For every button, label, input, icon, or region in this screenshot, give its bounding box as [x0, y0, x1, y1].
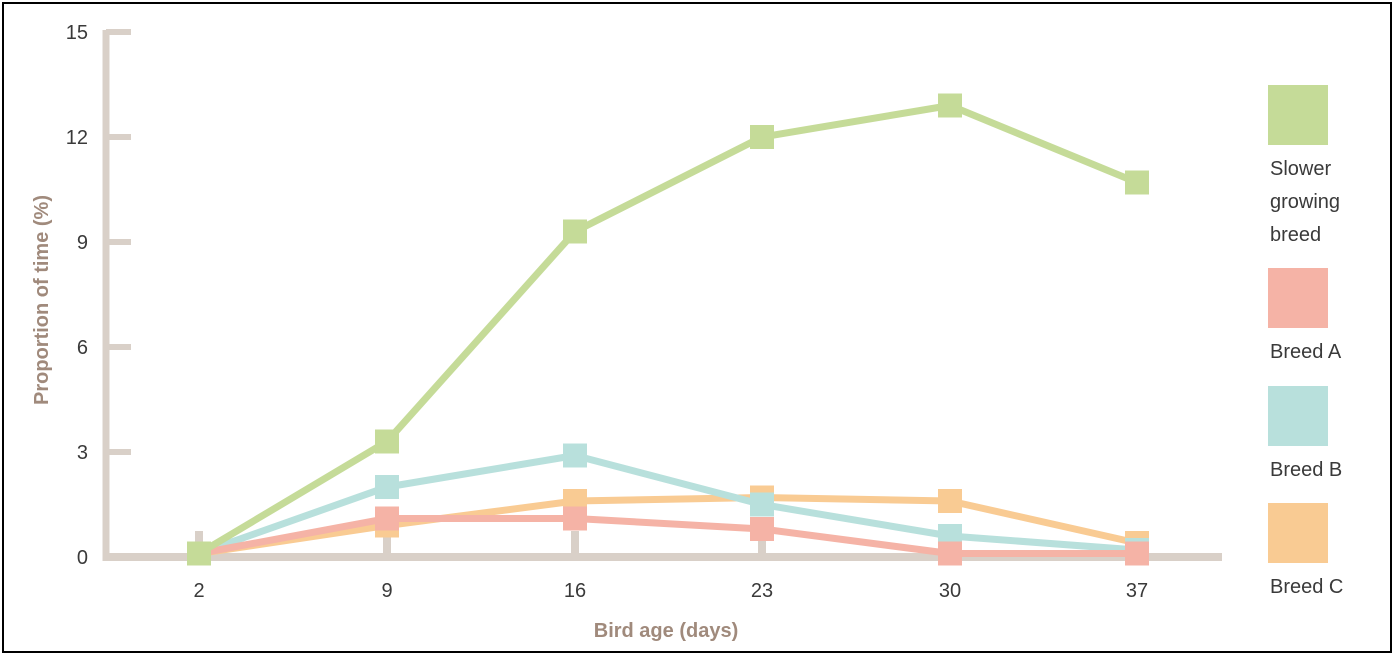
y-tick-label: 6 [77, 337, 88, 359]
legend-swatch [1268, 386, 1328, 446]
data-point [750, 517, 774, 541]
series-line-3 [195, 452, 1141, 557]
series-line-1 [195, 102, 1141, 557]
x-tick-label: 23 [751, 580, 773, 602]
data-point [750, 492, 774, 517]
data-point [375, 429, 399, 454]
legend-label: growing [1270, 191, 1340, 213]
legend-label: Breed B [1270, 459, 1342, 481]
x-tick-label: 30 [939, 580, 961, 602]
y-tick-label: 15 [66, 22, 88, 44]
series-line-2 [195, 515, 1141, 557]
legend-label: Breed C [1270, 576, 1343, 598]
y-tick-label: 12 [66, 127, 88, 149]
x-tick-label: 37 [1126, 580, 1148, 602]
x-tick-label: 9 [381, 580, 392, 602]
data-point [938, 489, 962, 513]
legend-label: breed [1270, 224, 1321, 246]
data-point [1125, 541, 1149, 566]
data-point [563, 506, 587, 531]
legend-swatch [1268, 503, 1328, 563]
y-tick-label: 0 [77, 547, 88, 569]
data-point [1125, 170, 1149, 195]
data-point [750, 125, 774, 149]
y-axis-title: Proportion of time (%) [31, 195, 53, 405]
data-point [375, 475, 399, 499]
data-point [563, 219, 587, 244]
x-tick-label: 16 [564, 580, 586, 602]
data-point [375, 506, 399, 531]
legend-swatch [1268, 85, 1328, 145]
y-tick-label: 3 [77, 442, 88, 464]
data-point [938, 541, 962, 566]
data-point [187, 541, 211, 566]
legend-label: Breed A [1270, 341, 1342, 363]
data-point [938, 93, 962, 118]
series-line-4 [195, 494, 1141, 557]
x-axis-title: Bird age (days) [594, 620, 738, 642]
legend-label: Slower [1270, 158, 1331, 180]
y-tick-label: 9 [77, 232, 88, 254]
legend-swatch [1268, 268, 1328, 328]
data-point [563, 443, 587, 468]
x-tick-label: 2 [193, 580, 204, 602]
